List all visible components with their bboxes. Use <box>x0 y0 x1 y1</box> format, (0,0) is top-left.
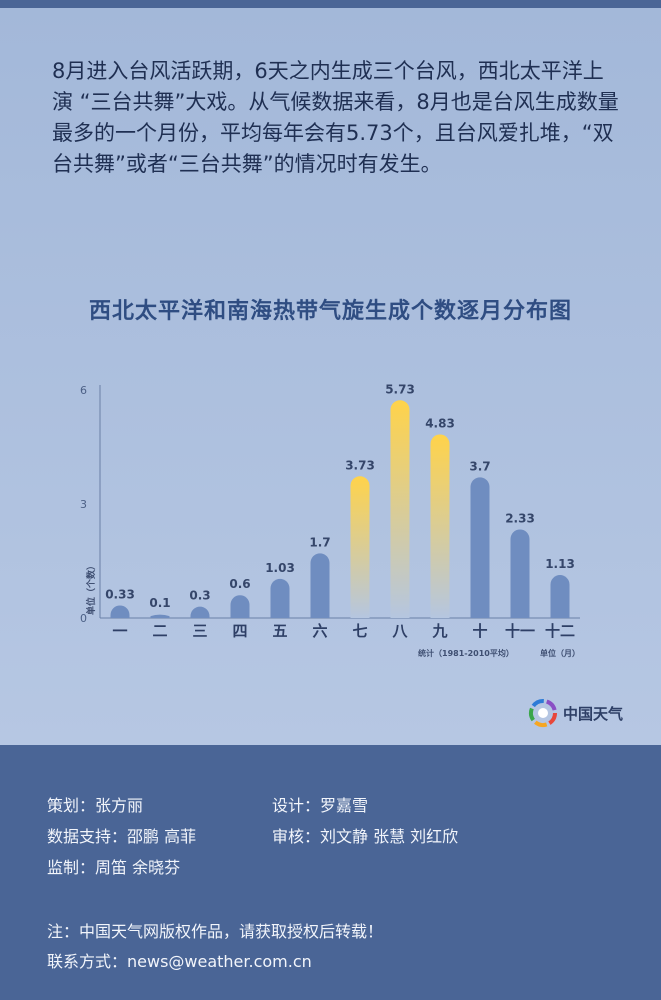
category-label-month-8: 八 <box>391 622 408 640</box>
bar-month-4 <box>230 595 250 618</box>
statistics-note: 统计（1981-2010平均） <box>418 648 514 658</box>
value-label-month-6: 1.7 <box>309 535 330 549</box>
credit-designer: 设计：罗嘉雪 <box>272 796 369 815</box>
category-label-month-1: 一 <box>112 622 127 640</box>
category-label-month-4: 四 <box>232 622 247 640</box>
bar-month-7 <box>350 476 370 618</box>
value-label-month-2: 0.1 <box>149 596 170 610</box>
category-label-month-5: 五 <box>272 622 287 640</box>
x-axis-unit-label: 单位（月） <box>540 648 580 658</box>
bar-chart: 0 3 6 0.33 0.1 0.3 0.6 1.03 1.7 3.73 5.73 4.83 3.7 2… <box>60 373 600 673</box>
credit-supervisor: 监制：周笛 余晓芬 <box>47 858 181 877</box>
bar-month-6 <box>310 553 330 618</box>
value-label-month-4: 0.6 <box>229 577 250 591</box>
category-label-month-9: 九 <box>431 622 447 640</box>
value-label-month-12: 1.13 <box>545 557 575 571</box>
contact-info: 联系方式：news@weather.com.cn <box>47 952 312 971</box>
chart-title: 西北太平洋和南海热带气旋生成个数逐月分布图 <box>88 299 572 324</box>
y-tick-label: 6 <box>80 384 87 397</box>
weather-china-logo-icon <box>529 699 557 727</box>
category-label-month-11: 十一 <box>505 622 535 640</box>
bar-month-10 <box>470 477 490 618</box>
category-label-month-3: 三 <box>192 622 207 640</box>
y-tick-label: 0 <box>80 612 87 625</box>
value-label-month-8: 5.73 <box>385 382 415 396</box>
value-label-month-9: 4.83 <box>425 416 455 430</box>
category-label-month-6: 六 <box>312 622 327 640</box>
copyright-notice: 注：中国天气网版权作品，请获取授权后转载！ <box>47 922 384 941</box>
value-label-month-11: 2.33 <box>505 511 535 525</box>
brand: 中国天气 <box>528 698 623 728</box>
category-label-month-12: 十二 <box>545 622 575 640</box>
category-label-month-2: 二 <box>152 622 167 640</box>
bar-month-12 <box>550 575 570 618</box>
value-label-month-5: 1.03 <box>265 561 295 575</box>
bar-month-3 <box>190 606 210 618</box>
value-label-month-3: 0.3 <box>189 589 210 603</box>
bar-month-11 <box>510 529 530 618</box>
y-tick-label: 3 <box>80 498 87 511</box>
y-axis-label: 单位（个数） <box>85 561 97 615</box>
intro-paragraph: 8月进入台风活跃期，6天之内生成三个台风，西北太平洋上演 “三台共舞”大戏。从气… <box>52 59 619 176</box>
value-label-month-10: 3.7 <box>469 459 490 473</box>
bar-month-8 <box>390 400 410 618</box>
bar-month-1 <box>110 605 130 618</box>
credit-data-support: 数据支持：邵鹏 高菲 <box>47 827 197 846</box>
bar-month-2 <box>150 614 170 618</box>
category-label-month-10: 十 <box>472 622 487 640</box>
bar-chart-svg: 0 3 6 0.33 0.1 0.3 0.6 1.03 1.7 3.73 5.73 4.83 3.7 2… <box>80 382 580 658</box>
infographic-panel: 8月进入台风活跃期，6天之内生成三个台风，西北太平洋上演 “三台共舞”大戏。从气… <box>0 8 661 745</box>
credit-planner: 策划：张方丽 <box>47 796 144 815</box>
top-strip <box>0 0 661 8</box>
bar-month-9 <box>430 434 450 618</box>
credit-reviewer: 审核：刘文静 张慧 刘红欣 <box>272 827 459 846</box>
category-label-month-7: 七 <box>352 622 367 640</box>
footer: 策划：张方丽 设计：罗嘉雪 数据支持：邵鹏 高菲 审核：刘文静 张慧 刘红欣 监… <box>0 745 661 1000</box>
value-label-month-7: 3.73 <box>345 458 375 472</box>
bar-month-5 <box>270 578 290 618</box>
brand-name: 中国天气 <box>563 704 624 723</box>
value-label-month-1: 0.33 <box>105 587 135 601</box>
